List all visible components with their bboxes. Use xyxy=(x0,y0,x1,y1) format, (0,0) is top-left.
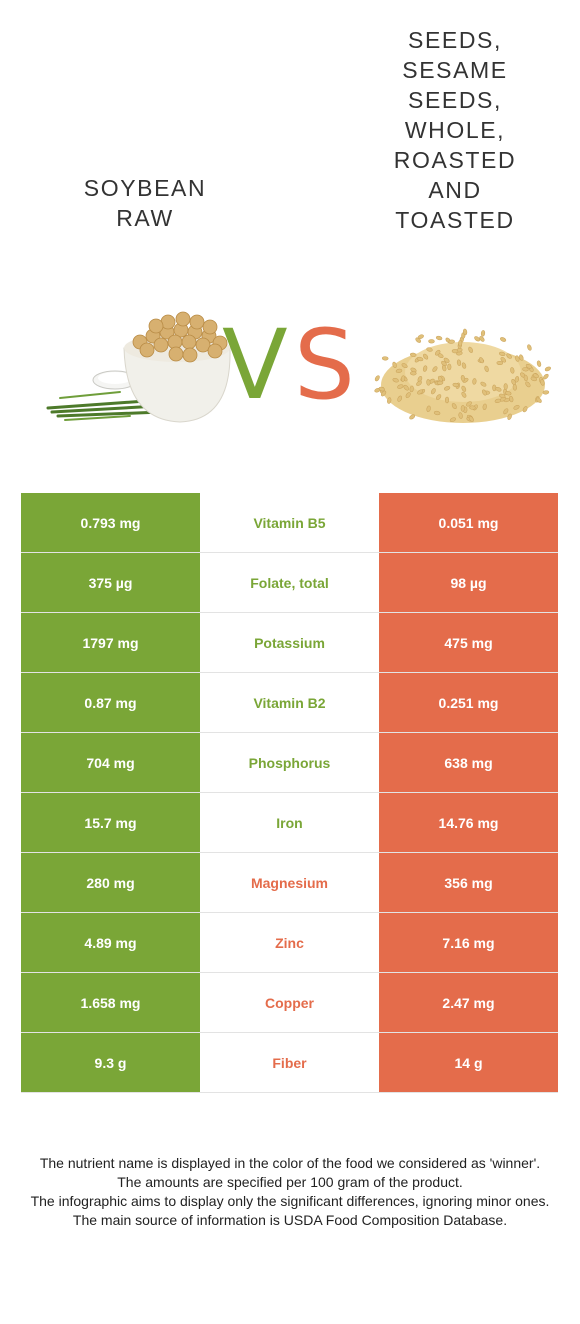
nutrient-row: 0.87 mg Vitamin B2 0.251 mg xyxy=(21,673,558,733)
nutrient-name: Vitamin B2 xyxy=(200,673,379,732)
left-value: 0.87 mg xyxy=(21,673,200,732)
vs-letter-s: S xyxy=(294,318,355,408)
right-value: 2.47 mg xyxy=(379,973,558,1032)
nutrient-row: 1797 mg Potassium 475 mg xyxy=(21,613,558,673)
sesame-pile-icon xyxy=(374,328,551,423)
vs-logo: V S xyxy=(222,318,355,408)
left-food-title: SOYBEAN RAW xyxy=(83,175,207,231)
nutrient-name: Fiber xyxy=(200,1033,379,1092)
nutrient-name: Zinc xyxy=(200,913,379,972)
nutrient-name: Iron xyxy=(200,793,379,852)
nutrient-row: 280 mg Magnesium 356 mg xyxy=(21,853,558,913)
footnote-line: The amounts are specified per 100 gram o… xyxy=(117,1174,463,1190)
left-value: 9.3 g xyxy=(21,1033,200,1092)
soybean-bowl-icon xyxy=(46,311,231,423)
right-value: 475 mg xyxy=(379,613,558,672)
left-value: 280 mg xyxy=(21,853,200,912)
left-value: 704 mg xyxy=(21,733,200,792)
nutrient-row: 0.793 mg Vitamin B5 0.051 mg xyxy=(21,493,558,553)
nutrient-name: Copper xyxy=(200,973,379,1032)
nutrient-row: 1.658 mg Copper 2.47 mg xyxy=(21,973,558,1033)
right-value: 0.051 mg xyxy=(379,493,558,552)
right-value: 0.251 mg xyxy=(379,673,558,732)
right-value: 14.76 mg xyxy=(379,793,558,852)
footnote-line: The main source of information is USDA F… xyxy=(72,1212,508,1228)
right-value: 638 mg xyxy=(379,733,558,792)
nutrient-row: 704 mg Phosphorus 638 mg xyxy=(21,733,558,793)
left-value: 4.89 mg xyxy=(21,913,200,972)
nutrient-row: 9.3 g Fiber 14 g xyxy=(21,1033,558,1093)
nutrient-row: 375 µg Folate, total 98 µg xyxy=(21,553,558,613)
nutrient-name: Phosphorus xyxy=(200,733,379,792)
vs-letter-v: V xyxy=(222,318,288,408)
left-value: 375 µg xyxy=(21,553,200,612)
left-value: 1797 mg xyxy=(21,613,200,672)
right-value: 98 µg xyxy=(379,553,558,612)
right-value: 7.16 mg xyxy=(379,913,558,972)
right-value: 356 mg xyxy=(379,853,558,912)
nutrient-name: Magnesium xyxy=(200,853,379,912)
nutrient-name: Folate, total xyxy=(200,553,379,612)
footnote-line: The infographic aims to display only the… xyxy=(30,1193,550,1209)
nutrient-name: Vitamin B5 xyxy=(200,493,379,552)
nutrient-row: 15.7 mg Iron 14.76 mg xyxy=(21,793,558,853)
footnotes: The nutrient name is displayed in the co… xyxy=(20,1154,560,1230)
right-food-title: SEEDS, SESAME SEEDS, WHOLE, ROASTED AND TOASTE… xyxy=(393,27,517,233)
footnote-line: The nutrient name is displayed in the co… xyxy=(39,1155,541,1171)
left-value: 15.7 mg xyxy=(21,793,200,852)
nutrient-table: 0.793 mg Vitamin B5 0.051 mg 375 µg Folate, … xyxy=(21,493,558,1093)
nutrient-name: Potassium xyxy=(200,613,379,672)
right-value: 14 g xyxy=(379,1033,558,1092)
left-value: 0.793 mg xyxy=(21,493,200,552)
left-value: 1.658 mg xyxy=(21,973,200,1032)
nutrient-row: 4.89 mg Zinc 7.16 mg xyxy=(21,913,558,973)
